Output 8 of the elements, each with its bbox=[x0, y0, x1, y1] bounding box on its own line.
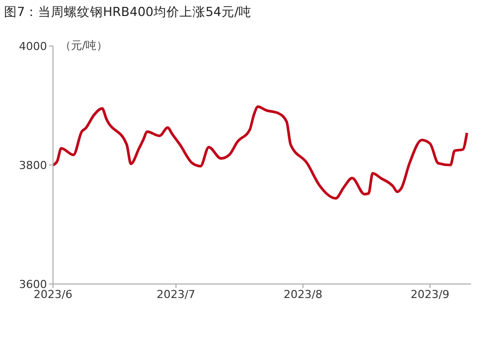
x-tick-label: 2023/9 bbox=[410, 288, 450, 301]
x-tick-label: 2023/8 bbox=[284, 288, 322, 301]
x-tick-label: 2023/7 bbox=[156, 288, 196, 301]
y-tick-label: 4000 bbox=[19, 40, 47, 53]
y-tick-label: 3800 bbox=[19, 158, 47, 172]
line-series bbox=[53, 105, 468, 200]
y-axis-title: （元/吨） bbox=[60, 38, 108, 53]
chart-title: 图7：当周螺纹钢HRB400均价上涨54元/吨 bbox=[4, 4, 252, 21]
